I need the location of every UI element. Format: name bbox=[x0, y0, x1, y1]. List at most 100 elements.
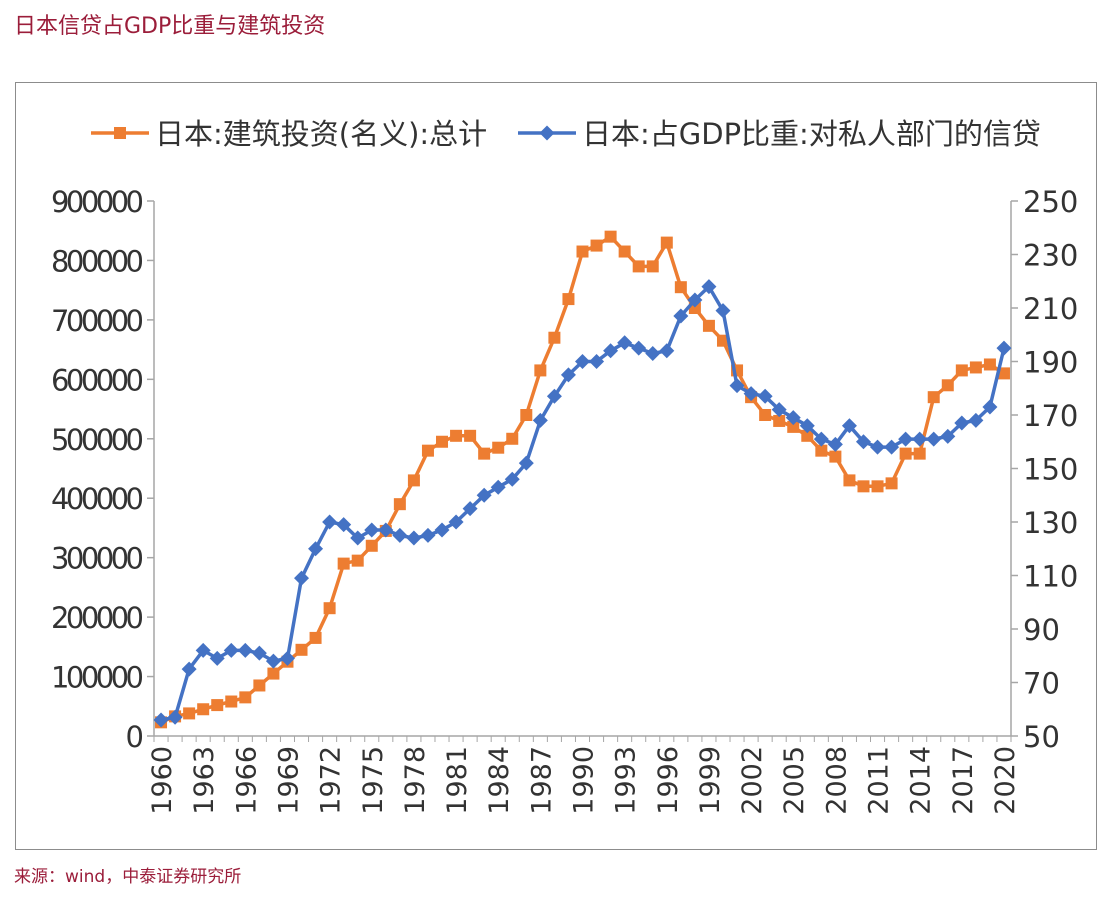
data-point bbox=[309, 631, 322, 644]
data-point bbox=[436, 435, 449, 448]
data-point bbox=[941, 379, 954, 392]
data-point bbox=[926, 431, 942, 447]
data-point bbox=[996, 340, 1012, 356]
data-point bbox=[546, 388, 562, 404]
x-axis-tick-label: 1975 bbox=[358, 746, 389, 815]
data-point bbox=[899, 447, 912, 460]
data-point bbox=[871, 480, 884, 493]
data-point bbox=[968, 412, 984, 428]
data-point bbox=[336, 517, 352, 533]
data-point bbox=[759, 409, 772, 421]
x-axis: 1960 1963 1966 1969 1972 1975 1978 1981 1984 1987… bbox=[147, 735, 1021, 815]
data-point bbox=[223, 642, 239, 658]
data-point bbox=[771, 402, 787, 418]
right-axis-tick-label: 90 bbox=[1023, 613, 1060, 647]
series-1 bbox=[155, 230, 1010, 729]
data-point bbox=[841, 418, 857, 434]
x-axis-tick-label: 2011 bbox=[864, 746, 895, 815]
data-point bbox=[701, 279, 717, 295]
data-point bbox=[702, 319, 715, 332]
data-point bbox=[548, 331, 561, 344]
data-point bbox=[997, 367, 1010, 380]
data-point bbox=[884, 439, 900, 455]
left-axis-tick-label: 0 bbox=[126, 720, 144, 754]
data-point bbox=[785, 410, 801, 426]
data-point bbox=[322, 514, 338, 530]
data-point bbox=[813, 431, 829, 447]
right-axis-tick-label: 50 bbox=[1023, 720, 1060, 754]
data-point bbox=[253, 679, 266, 692]
left-axis-tick-label: 800000 bbox=[51, 244, 144, 278]
right-y-axis: 50 70 90 110 130 150 170 190 210 230 250 bbox=[1010, 185, 1078, 754]
right-axis-tick-label: 110 bbox=[1023, 560, 1078, 594]
data-point bbox=[646, 260, 659, 273]
x-axis-tick-label: 1990 bbox=[569, 746, 600, 815]
left-axis-tick-label: 300000 bbox=[51, 542, 144, 576]
data-point bbox=[660, 236, 673, 249]
data-point bbox=[294, 570, 310, 586]
data-point bbox=[912, 431, 928, 447]
right-axis-tick-label: 230 bbox=[1023, 239, 1078, 273]
data-point bbox=[504, 471, 520, 487]
legend-label: 日本:占GDP比重:对私人部门的信贷 bbox=[582, 117, 1041, 151]
data-point bbox=[575, 354, 590, 369]
data-point bbox=[983, 358, 996, 371]
x-axis-tick-label: 1966 bbox=[231, 746, 262, 815]
data-point bbox=[295, 643, 308, 656]
data-point bbox=[954, 415, 970, 431]
data-point bbox=[448, 514, 464, 530]
x-axis-tick-label: 1978 bbox=[400, 746, 431, 815]
right-axis-tick-label: 130 bbox=[1023, 506, 1078, 540]
x-axis-tick-label: 2002 bbox=[737, 746, 768, 815]
data-point bbox=[617, 335, 633, 351]
data-point bbox=[239, 691, 252, 704]
data-point bbox=[590, 239, 603, 252]
data-point bbox=[478, 447, 491, 460]
data-point bbox=[885, 477, 898, 490]
right-axis-tick-label: 170 bbox=[1023, 399, 1078, 433]
data-point bbox=[560, 367, 576, 383]
data-point bbox=[743, 386, 759, 402]
legend-swatch-marker bbox=[114, 127, 126, 139]
x-axis-tick-label: 2005 bbox=[779, 746, 810, 815]
data-point bbox=[687, 292, 703, 308]
data-point bbox=[827, 436, 843, 452]
right-axis-tick-label: 190 bbox=[1023, 346, 1078, 380]
legend-item-2: 日本:占GDP比重:对私人部门的信贷 bbox=[518, 117, 1041, 151]
legend-label: 日本:建筑投资(名义):总计 bbox=[155, 117, 487, 151]
legend-swatch-marker bbox=[539, 125, 555, 141]
data-point bbox=[716, 334, 729, 347]
data-point bbox=[378, 522, 394, 538]
data-point bbox=[462, 501, 478, 517]
left-axis-tick-label: 100000 bbox=[51, 661, 144, 695]
data-point bbox=[632, 260, 645, 273]
data-point bbox=[181, 661, 197, 677]
x-axis-tick-label: 1972 bbox=[316, 746, 347, 815]
page-title: 日本信贷占GDP比重与建筑投资 bbox=[14, 14, 326, 39]
legend-item-1: 日本:建筑投资(名义):总计 bbox=[91, 117, 487, 151]
data-point bbox=[167, 709, 183, 725]
right-axis-tick-label: 70 bbox=[1023, 667, 1060, 701]
data-point bbox=[407, 474, 420, 487]
data-point bbox=[225, 695, 238, 708]
data-point bbox=[645, 345, 661, 361]
data-point bbox=[969, 361, 982, 374]
data-point bbox=[476, 487, 492, 503]
x-axis-tick-label: 1984 bbox=[484, 746, 515, 815]
data-point bbox=[350, 530, 366, 546]
data-point bbox=[265, 653, 281, 669]
x-axis-tick-label: 2008 bbox=[821, 746, 852, 815]
data-point bbox=[773, 414, 786, 427]
chart-frame: 日本:建筑投资(名义):总计 日本:占GDP比重:对私人部门的信贷 0 100000… bbox=[15, 82, 1097, 850]
data-point bbox=[589, 354, 605, 369]
series-layer bbox=[153, 230, 1012, 729]
data-point bbox=[464, 429, 477, 442]
data-point bbox=[855, 434, 871, 450]
data-point bbox=[434, 522, 450, 538]
data-point bbox=[323, 602, 336, 615]
legend: 日本:建筑投资(名义):总计 日本:占GDP比重:对私人部门的信贷 bbox=[91, 117, 1041, 151]
data-point bbox=[450, 429, 463, 442]
x-axis-tick-label: 1999 bbox=[695, 746, 726, 815]
data-point bbox=[183, 707, 196, 720]
data-point bbox=[267, 667, 280, 680]
